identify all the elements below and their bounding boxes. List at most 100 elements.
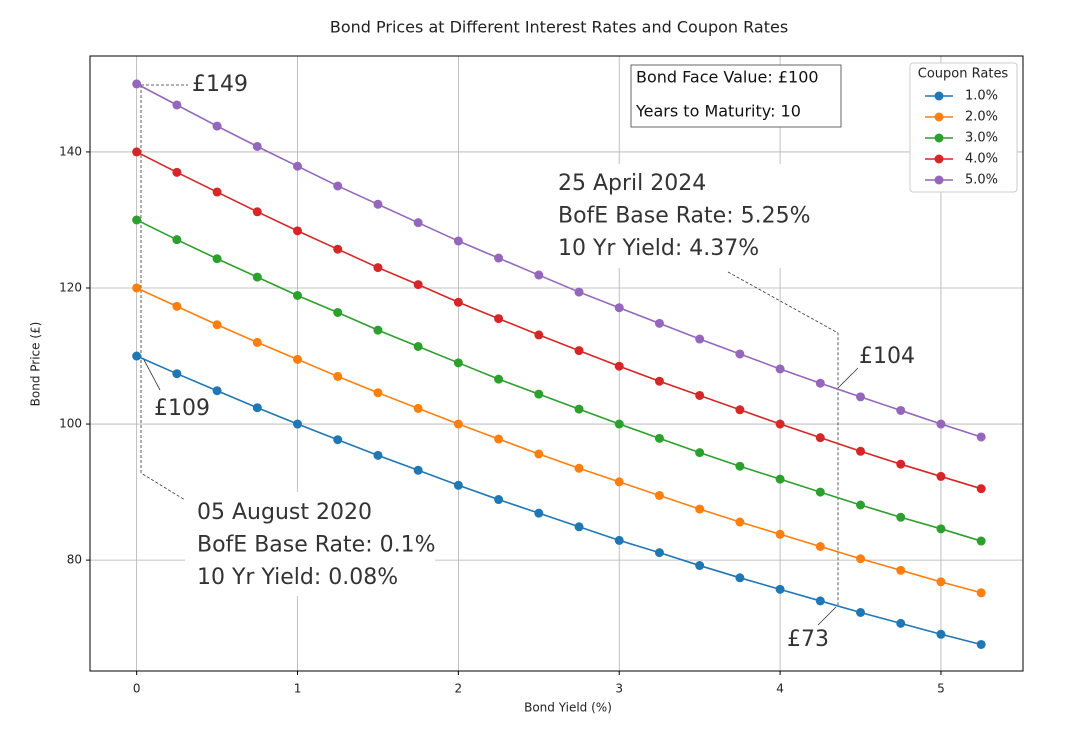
point [373,199,383,209]
series-line [136,83,982,438]
point [333,371,343,381]
point [453,358,463,368]
point [856,500,866,510]
info-text: Years to Maturity: 10 [635,102,801,121]
x-tick-label: 3 [615,682,623,696]
x-tick-label: 2 [455,682,463,696]
point [976,639,986,649]
point [413,280,423,290]
point [293,419,303,429]
series-line [136,219,982,542]
point [976,484,986,494]
point [212,254,222,264]
point [252,207,262,217]
point [252,403,262,413]
event-text: 25 April 2024 [558,171,706,196]
point [695,390,705,400]
point [293,354,303,364]
annotations: £149 £109 £104 £73 05 August 2020 BofE Base R… [154,72,915,652]
point [453,480,463,490]
event-box [548,164,810,268]
leader [140,85,186,501]
point [333,307,343,317]
x-tick-label: 1 [294,682,302,696]
price-label: £73 [787,627,829,652]
point [654,318,664,328]
point [815,433,825,443]
point [936,471,946,481]
point [333,181,343,191]
point [614,477,624,487]
x-tick-label: 5 [937,682,945,696]
axes-frame [89,55,1024,672]
point [453,297,463,307]
leader [727,271,839,605]
point [856,392,866,402]
point [574,404,584,414]
event-text: 05 August 2020 [197,500,372,525]
point [574,346,584,356]
point [494,374,504,384]
series-line [136,287,982,594]
legend-label: 1.0% [965,89,998,104]
point [172,167,182,177]
x-tick-label: 4 [776,682,784,696]
point [494,434,504,444]
chart-title: Bond Prices at Different Interest Rates … [330,18,788,37]
point [212,121,222,131]
point [815,378,825,388]
point [654,433,664,443]
point [775,364,785,374]
y-axis-label: Bond Price (£) [29,322,43,407]
point [896,405,906,415]
point [453,419,463,429]
point [172,369,182,379]
info-box [630,64,842,128]
point [534,508,544,518]
point [735,349,745,359]
y-tick-label: 120 [59,280,82,294]
y-tick-label: 80 [67,553,82,567]
point [132,351,142,361]
legend-label: 3.0% [965,131,998,146]
point [896,618,906,628]
point [815,596,825,606]
point [132,215,142,225]
point [413,218,423,228]
point [172,100,182,110]
point [252,337,262,347]
point [936,419,946,429]
legend [909,62,1018,193]
point [856,607,866,617]
event-text: BofE Base Rate: 0.1% [197,533,436,558]
legend-title: Coupon Rates [918,67,1009,82]
point [654,548,664,558]
point [614,361,624,371]
point [212,320,222,330]
point [574,287,584,297]
point [695,504,705,514]
point [775,474,785,484]
legend-marker [934,175,944,185]
point [574,522,584,532]
point [654,490,664,500]
leader [142,357,161,391]
point [896,512,906,522]
point [775,419,785,429]
leader [837,367,859,389]
point [252,272,262,282]
point [413,403,423,413]
point [453,236,463,246]
point [494,253,504,263]
event-box [185,492,435,596]
leader [817,606,837,626]
point [293,161,303,171]
plot [132,79,986,649]
point [574,463,584,473]
point [775,584,785,594]
point [132,79,142,89]
point [976,536,986,546]
point [695,448,705,458]
point [735,405,745,415]
